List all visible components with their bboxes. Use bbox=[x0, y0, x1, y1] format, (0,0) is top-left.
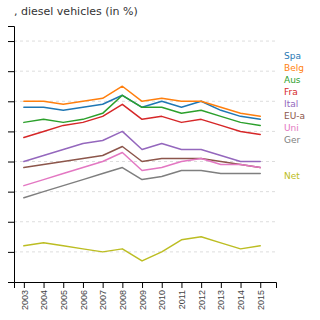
x-tick-label: 2015 bbox=[256, 290, 266, 310]
x-tick-mark bbox=[221, 282, 222, 288]
x-tick-mark bbox=[260, 282, 261, 288]
chart-container: 2003 2004 2005 2006 2007 2008 2009 2010 2011 2012… bbox=[0, 0, 320, 320]
grid-line bbox=[14, 221, 276, 222]
x-tick: 2010 bbox=[157, 282, 167, 310]
y-tick-mark bbox=[8, 252, 14, 253]
y-axis bbox=[8, 27, 15, 283]
y-tick bbox=[8, 252, 14, 253]
x-tick-mark bbox=[181, 282, 182, 288]
x-tick: 2012 bbox=[197, 282, 207, 310]
legend-entry: Aus bbox=[284, 75, 301, 85]
x-tick-mark bbox=[83, 282, 84, 288]
y-tick-mark bbox=[8, 71, 14, 72]
x-tick-label: 2014 bbox=[236, 290, 246, 310]
x-tick-mark bbox=[24, 282, 25, 288]
y-tick bbox=[8, 131, 14, 132]
chart: 2003 2004 2005 2006 2007 2008 2009 2010 2011 2012… bbox=[0, 0, 320, 320]
x-tick-label: 2006 bbox=[79, 290, 89, 310]
y-tick bbox=[8, 192, 14, 193]
title: , diesel vehicles (in %) bbox=[14, 5, 138, 18]
x-tick-mark bbox=[44, 282, 45, 288]
series-line bbox=[24, 95, 260, 125]
grid-line bbox=[14, 131, 276, 132]
legend-entry: Ital bbox=[284, 99, 298, 109]
x-tick-label: 2003 bbox=[19, 290, 29, 310]
x-axis-line bbox=[15, 283, 277, 289]
x-tick: 2009 bbox=[138, 282, 148, 310]
y-tick bbox=[8, 222, 14, 223]
x-tick-mark bbox=[241, 282, 242, 288]
x-tick: 2014 bbox=[236, 282, 246, 310]
x-tick-label: 2005 bbox=[59, 290, 69, 310]
x-tick: 2007 bbox=[98, 282, 108, 310]
x-tick: 2015 bbox=[256, 282, 266, 310]
x-tick-label: 2010 bbox=[157, 290, 167, 310]
y-tick bbox=[8, 71, 14, 72]
x-tick-mark bbox=[201, 282, 202, 288]
x-tick-label: 2012 bbox=[197, 290, 207, 310]
x-tick-label: 2008 bbox=[118, 290, 128, 310]
x-tick-mark bbox=[162, 282, 163, 288]
x-tick: 2006 bbox=[79, 282, 89, 310]
x-tick: 2013 bbox=[216, 282, 226, 310]
x-tick-mark bbox=[122, 282, 123, 288]
x-tick: 2005 bbox=[59, 282, 69, 310]
y-tick-mark bbox=[8, 192, 14, 193]
y-tick bbox=[8, 162, 14, 163]
legend-entry: EU-a bbox=[284, 111, 305, 121]
series-line bbox=[24, 86, 260, 116]
legend-entry: Fra bbox=[284, 87, 298, 97]
lines bbox=[24, 86, 260, 261]
x-tick-mark bbox=[142, 282, 143, 288]
y-axis-line bbox=[8, 27, 15, 283]
x-tick-mark bbox=[63, 282, 64, 288]
x-tick: 2008 bbox=[118, 282, 128, 310]
x-tick-label: 2013 bbox=[216, 290, 226, 310]
grid bbox=[14, 41, 276, 252]
x-tick-label: 2007 bbox=[98, 290, 108, 310]
grid-line bbox=[14, 251, 276, 252]
legend-entry: Spa bbox=[284, 51, 301, 61]
series-line bbox=[24, 131, 260, 161]
legend: Spa Belg Aus Fra Ital EU-a Uni Ger Net bbox=[284, 51, 305, 181]
legend-entry: Uni bbox=[284, 123, 299, 133]
x-tick-label: 2004 bbox=[39, 290, 49, 310]
legend-entry: Ger bbox=[284, 135, 301, 145]
series-line bbox=[24, 152, 260, 185]
y-tick-mark bbox=[8, 162, 14, 163]
grid-line bbox=[14, 191, 276, 192]
x-tick-label: 2009 bbox=[138, 290, 148, 310]
x-axis: 2003 2004 2005 2006 2007 2008 2009 2010 2011 2012… bbox=[15, 282, 277, 310]
legend-entry: Net bbox=[284, 171, 300, 181]
series-line bbox=[24, 237, 260, 261]
x-tick: 2011 bbox=[177, 282, 187, 309]
x-tick-mark bbox=[103, 282, 104, 288]
y-tick bbox=[8, 101, 14, 102]
y-tick-mark bbox=[8, 222, 14, 223]
y-tick-mark bbox=[8, 101, 14, 102]
y-tick-mark bbox=[8, 41, 14, 42]
grid-line bbox=[14, 71, 276, 72]
y-tick bbox=[8, 41, 14, 42]
x-tick: 2004 bbox=[39, 282, 49, 310]
grid-line bbox=[14, 41, 276, 42]
legend-entry: Belg bbox=[284, 63, 304, 73]
y-tick-mark bbox=[8, 131, 14, 132]
plot: 2003 2004 2005 2006 2007 2008 2009 2010 2011 2012… bbox=[8, 27, 277, 311]
series-line bbox=[24, 104, 260, 137]
x-tick-label: 2011 bbox=[177, 290, 187, 309]
x-tick: 2003 bbox=[19, 282, 29, 310]
series-line bbox=[24, 168, 260, 198]
